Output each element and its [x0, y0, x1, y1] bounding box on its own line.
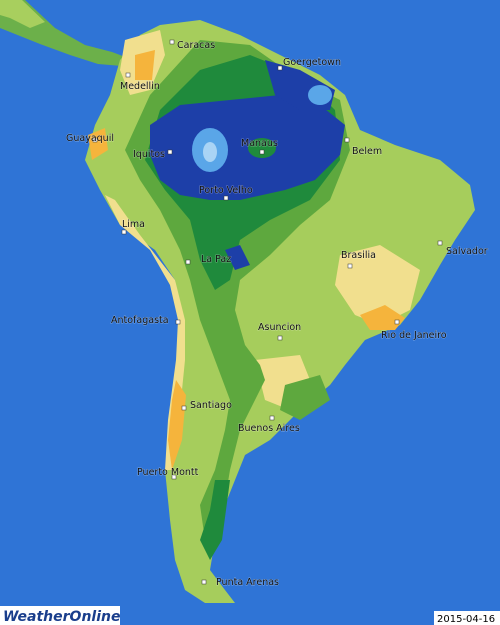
date-box [434, 611, 500, 625]
city-label: Salvador [446, 246, 488, 257]
city-marker [223, 195, 229, 201]
logo: WeatherOnline [3, 609, 120, 625]
city-label: Porto Velho [199, 185, 253, 196]
wet-island [248, 138, 276, 158]
heavy-rain-zone [225, 245, 250, 270]
city-marker [344, 137, 350, 143]
logo-box [0, 606, 120, 625]
city-label: Iquitos [133, 149, 165, 160]
city-marker [169, 39, 175, 45]
hot-zone [168, 380, 186, 470]
city-label: Belem [352, 146, 382, 157]
city-label: Caracas [177, 40, 215, 51]
hot-zone [360, 305, 405, 330]
city-marker [259, 149, 265, 155]
city-label: Rio de Janeiro [381, 330, 447, 341]
city-label: Asuncion [258, 322, 301, 333]
city-label: Lima [122, 219, 145, 230]
city-marker [92, 137, 98, 143]
city-marker [121, 229, 127, 235]
central-america-zone [0, 0, 45, 28]
city-label: Guayaquil [66, 133, 114, 144]
city-label: Santiago [190, 400, 232, 411]
very-wet-zone [200, 480, 230, 560]
city-marker [277, 65, 283, 71]
heavy-rain-zone [150, 95, 345, 200]
city-marker [437, 240, 443, 246]
city-marker [394, 319, 400, 325]
city-label: Antofagasta [111, 315, 169, 326]
city-marker [181, 405, 187, 411]
wet-zone [280, 375, 330, 420]
city-marker [167, 149, 173, 155]
city-label: Medellin [120, 81, 160, 92]
city-label: Puerto Montt [137, 467, 199, 478]
city-marker [277, 335, 283, 341]
city-marker [201, 579, 207, 585]
extreme-rain-zone [308, 85, 332, 105]
city-marker [347, 263, 353, 269]
city-label: Brasilia [341, 250, 376, 261]
city-marker [171, 474, 177, 480]
city-label: La Paz [201, 254, 231, 265]
hot-zone [88, 128, 108, 160]
extreme-rain-zone [203, 142, 217, 162]
city-label: Buenos Aires [238, 423, 300, 434]
city-label: Punta Arenas [216, 577, 279, 588]
city-marker [125, 72, 131, 78]
city-marker [175, 319, 181, 325]
dry-zone [335, 245, 420, 325]
city-marker [269, 415, 275, 421]
city-label: Manaus [241, 138, 278, 149]
date: 2015-04-16 [437, 614, 495, 625]
hot-zone [135, 50, 155, 80]
city-marker [185, 259, 191, 265]
city-label: Goergetown [283, 57, 341, 68]
